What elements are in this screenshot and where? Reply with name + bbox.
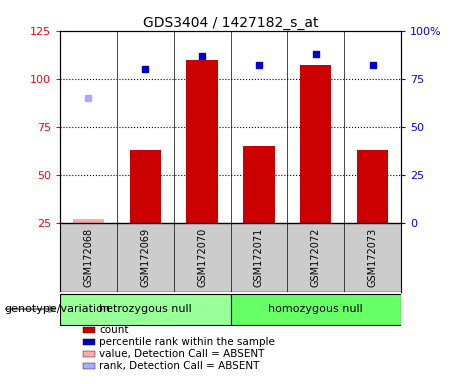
Text: GSM172070: GSM172070 [197, 228, 207, 287]
Title: GDS3404 / 1427182_s_at: GDS3404 / 1427182_s_at [143, 16, 318, 30]
Text: genotype/variation: genotype/variation [5, 304, 111, 314]
Text: GSM172068: GSM172068 [83, 228, 94, 287]
Bar [230, 293, 401, 324]
Text: homozygous null: homozygous null [268, 304, 363, 314]
Text: value, Detection Call = ABSENT: value, Detection Call = ABSENT [99, 349, 265, 359]
Bar [60, 293, 230, 324]
Bar [73, 219, 104, 223]
Text: percentile rank within the sample: percentile rank within the sample [99, 337, 275, 347]
Text: GSM172069: GSM172069 [140, 228, 150, 287]
Text: GSM172073: GSM172073 [367, 228, 378, 287]
Bar [300, 65, 331, 223]
Bar [357, 150, 388, 223]
Text: count: count [99, 325, 129, 335]
Text: hetrozygous null: hetrozygous null [99, 304, 192, 314]
Bar [243, 146, 275, 223]
Text: GSM172071: GSM172071 [254, 228, 264, 287]
Bar [130, 150, 161, 223]
Text: rank, Detection Call = ABSENT: rank, Detection Call = ABSENT [99, 361, 260, 371]
Bar [186, 60, 218, 223]
Text: GSM172072: GSM172072 [311, 228, 321, 287]
